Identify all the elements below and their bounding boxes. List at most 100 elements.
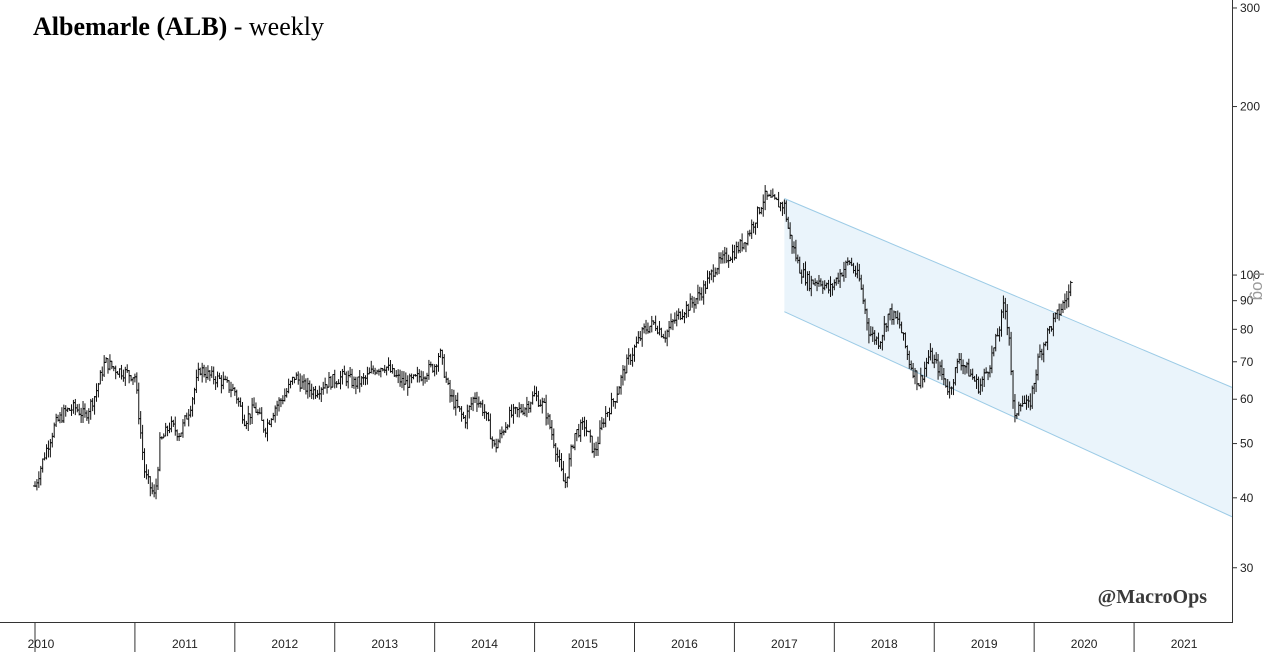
ohlc-bar xyxy=(48,438,53,458)
ohlc-bar xyxy=(517,402,522,418)
ohlc-bar xyxy=(204,366,209,383)
ohlc-bar xyxy=(365,366,370,385)
ohlc-bar xyxy=(373,367,378,376)
ohlc-bar xyxy=(152,484,157,498)
ohlc-bar xyxy=(242,414,247,427)
ohlc-bar xyxy=(488,413,493,440)
ohlc-bar xyxy=(761,194,766,217)
ohlc-bar xyxy=(230,383,235,391)
ohlc-bar xyxy=(507,406,512,428)
ohlc-bar xyxy=(772,194,777,200)
ohlc-bar xyxy=(540,397,545,414)
ohlc-bar xyxy=(494,438,499,453)
ohlc-bar xyxy=(286,378,291,394)
ohlc-bar xyxy=(363,375,368,386)
ohlc-bar xyxy=(717,252,722,275)
ohlc-bar xyxy=(259,407,264,421)
ohlc-bar xyxy=(109,360,114,370)
ohlc-bar xyxy=(920,375,925,388)
y-tick-label: 70 xyxy=(1240,355,1254,369)
ohlc-bar xyxy=(663,330,668,343)
ohlc-bar xyxy=(478,401,483,408)
ohlc-bar xyxy=(40,458,45,473)
ohlc-bar xyxy=(190,396,195,417)
x-tick-label: 2010 xyxy=(28,637,55,651)
ohlc-bar xyxy=(388,359,393,373)
ohlc-bar xyxy=(480,399,485,417)
ohlc-bar xyxy=(177,432,182,442)
ohlc-bar xyxy=(351,376,356,389)
ohlc-bar xyxy=(82,403,87,418)
ohlc-bar xyxy=(619,374,624,395)
x-tick-label: 2015 xyxy=(571,637,598,651)
ohlc-bar xyxy=(282,388,287,402)
ohlc-bar xyxy=(96,382,101,398)
ohlc-bar xyxy=(34,479,39,491)
ohlc-bar xyxy=(250,397,255,424)
ohlc-bar xyxy=(42,452,47,461)
ohlc-bar xyxy=(515,407,520,418)
ohlc-bar xyxy=(496,438,501,449)
x-tick-label: 2016 xyxy=(671,637,698,651)
ohlc-bar xyxy=(307,380,312,398)
ohlc-bar xyxy=(75,404,80,413)
ohlc-bar xyxy=(119,364,124,380)
ohlc-bar xyxy=(71,399,76,414)
ohlc-bar xyxy=(117,368,122,378)
ohlc-bar xyxy=(180,419,185,438)
ohlc-bar xyxy=(571,444,576,449)
channel-upper-line xyxy=(784,198,1233,388)
ohlc-bar xyxy=(100,366,105,382)
ohlc-bar xyxy=(54,413,59,427)
ohlc-bar xyxy=(386,357,391,371)
ohlc-bar xyxy=(753,222,758,235)
ohlc-bar xyxy=(423,376,428,384)
ohlc-bar xyxy=(594,441,599,456)
ohlc-bar xyxy=(130,377,135,385)
y-tick-label: 200 xyxy=(1240,100,1260,114)
ohlc-bar xyxy=(398,369,403,387)
ohlc-bar xyxy=(730,244,735,263)
ohlc-bar xyxy=(167,422,172,434)
ohlc-bar xyxy=(140,424,145,461)
ohlc-bar xyxy=(182,415,187,427)
y-tick-label: 90 xyxy=(1240,294,1254,308)
ohlc-bar xyxy=(567,453,572,479)
ohlc-bar xyxy=(361,373,366,385)
ohlc-bar xyxy=(705,270,710,290)
ohlc-bar xyxy=(742,242,747,250)
ohlc-bar xyxy=(549,420,554,440)
ohlc-bar xyxy=(1066,284,1071,308)
ohlc-bar xyxy=(188,405,193,418)
ohlc-bar xyxy=(780,201,785,216)
ohlc-bar xyxy=(132,373,137,383)
ohlc-bar xyxy=(544,394,549,426)
y-tick-label: 80 xyxy=(1240,322,1254,336)
ohlc-bar xyxy=(736,241,741,254)
x-tick-label: 2013 xyxy=(371,637,398,651)
ohlc-bar xyxy=(657,320,662,336)
x-tick-label: 2011 xyxy=(172,637,198,651)
ohlc-bar xyxy=(497,429,502,444)
ohlc-bar xyxy=(219,375,224,394)
ohlc-bar xyxy=(597,420,602,445)
ohlc-bar xyxy=(584,419,589,437)
x-tick-label: 2018 xyxy=(871,637,898,651)
ohlc-bar xyxy=(111,366,116,372)
ohlc-bar xyxy=(763,185,768,211)
ohlc-bar xyxy=(171,419,176,427)
ohlc-bar xyxy=(546,412,551,425)
ohlc-bar xyxy=(44,444,49,460)
ohlc-bar xyxy=(57,412,62,424)
ohlc-bar xyxy=(278,398,283,408)
ohlc-bar xyxy=(455,392,460,409)
chart-title: Albemarle (ALB) - weekly xyxy=(33,12,324,42)
ohlc-bar xyxy=(263,427,268,438)
ohlc-bar xyxy=(569,444,574,467)
ohlc-bar xyxy=(726,254,731,268)
y-tick-label: 300 xyxy=(1240,1,1260,15)
ohlc-bar xyxy=(620,365,625,386)
ohlc-bar xyxy=(647,325,652,334)
ohlc-bar xyxy=(238,397,243,407)
ohlc-bar xyxy=(415,366,420,383)
